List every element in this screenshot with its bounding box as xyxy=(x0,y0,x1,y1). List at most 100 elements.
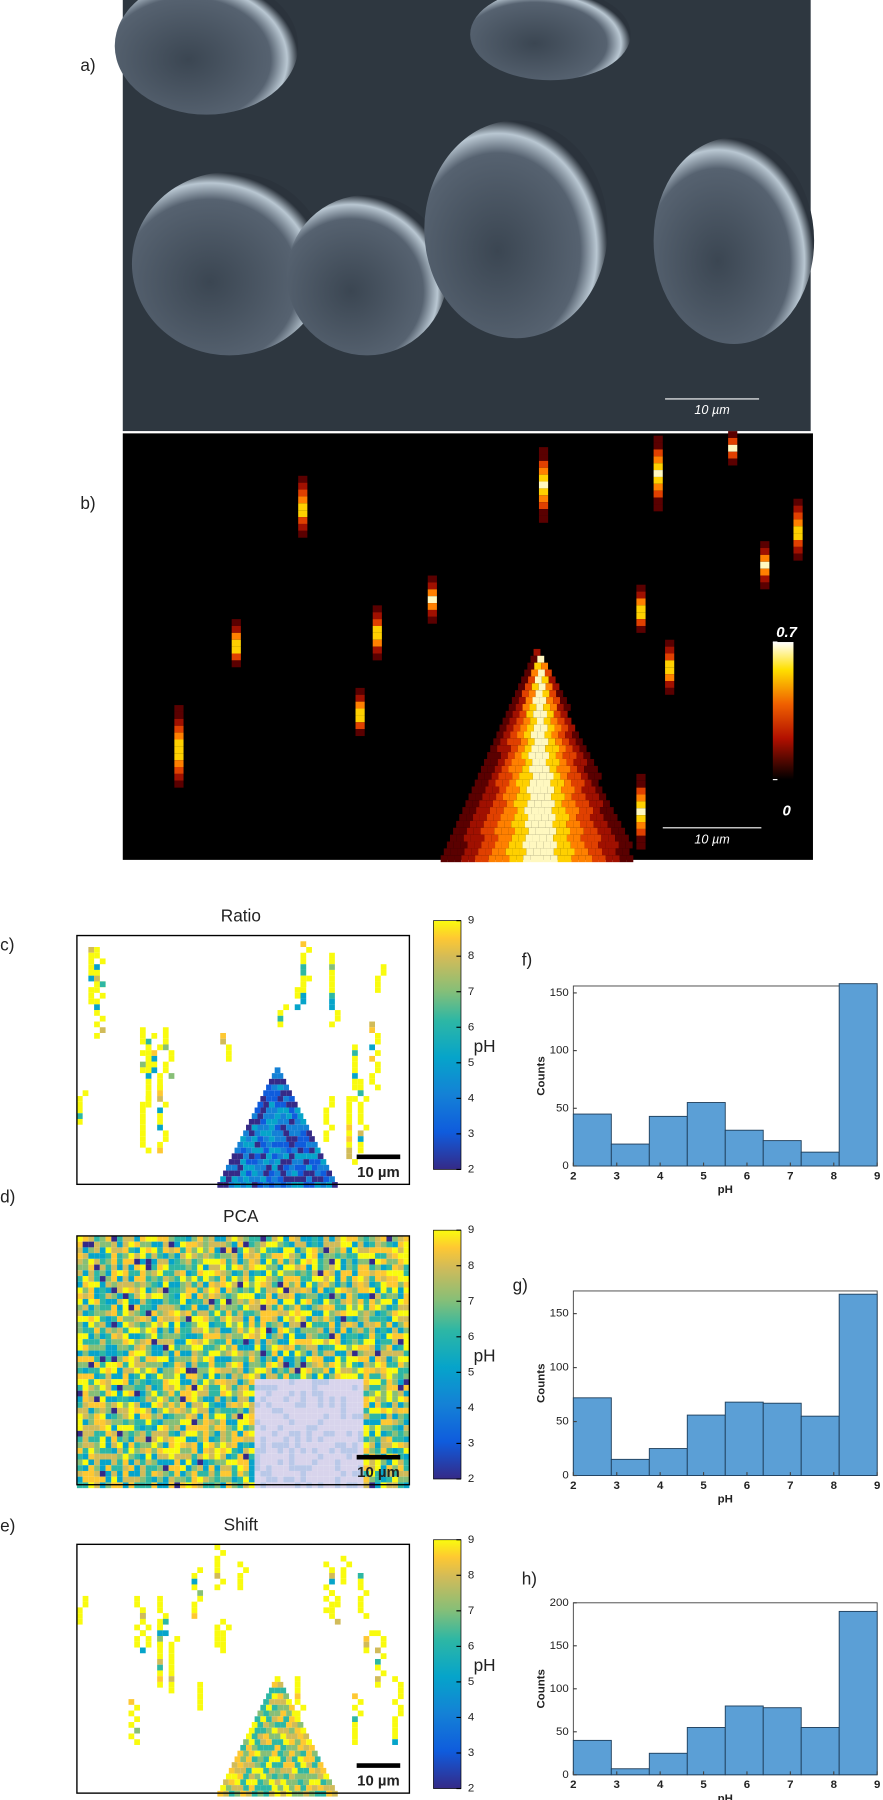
map-pixel xyxy=(186,1356,192,1362)
map-pixel xyxy=(77,1607,83,1613)
map-pixel xyxy=(369,1385,375,1391)
map-pixel xyxy=(341,1454,347,1460)
map-pixel xyxy=(237,1431,243,1437)
map-pixel xyxy=(352,1056,358,1062)
map-pixel xyxy=(341,1374,347,1380)
map-pixel xyxy=(260,1391,266,1397)
map-pixel xyxy=(123,1259,129,1265)
map-pixel xyxy=(335,1016,341,1022)
map-pixel xyxy=(140,1333,146,1339)
map-pixel xyxy=(77,1282,83,1288)
heatmap-pixel xyxy=(654,443,663,450)
map-pixel xyxy=(292,1711,298,1717)
map-pixel xyxy=(197,1471,203,1477)
map-pixel xyxy=(404,1351,410,1357)
map-pixel xyxy=(266,1374,272,1380)
map-pixel xyxy=(346,1419,352,1425)
map-pixel xyxy=(186,1459,192,1465)
map-pixel xyxy=(298,1722,304,1728)
map-pixel xyxy=(341,1276,347,1282)
map-pixel xyxy=(318,1379,324,1385)
map-pixel xyxy=(151,1259,157,1265)
map-pixel xyxy=(280,1125,286,1131)
map-pixel xyxy=(329,1102,335,1108)
map-pixel xyxy=(192,1579,198,1585)
heatmap-pixel xyxy=(543,690,550,697)
map-pixel xyxy=(318,1247,324,1253)
map-pixel xyxy=(111,1328,117,1334)
map-pixel xyxy=(151,1471,157,1477)
map-pixel xyxy=(272,1716,278,1722)
map-pixel xyxy=(286,1734,292,1740)
map-pixel xyxy=(295,1454,301,1460)
y-tick-label: 150 xyxy=(550,987,569,999)
map-pixel xyxy=(151,1345,157,1351)
map-pixel xyxy=(266,1242,272,1248)
map-pixel xyxy=(197,1247,203,1253)
map-pixel xyxy=(272,1762,278,1768)
map-pixel xyxy=(369,1044,375,1050)
map-pixel xyxy=(192,1374,198,1380)
heatmap-pixel xyxy=(654,449,663,456)
heatmap-pixel xyxy=(515,752,522,759)
map-pixel xyxy=(77,1247,83,1253)
map-pixel xyxy=(157,1630,163,1636)
map-pixel xyxy=(123,1310,129,1316)
map-pixel xyxy=(77,1391,83,1397)
panel-label: h) xyxy=(522,1568,537,1588)
map-pixel xyxy=(364,1276,370,1282)
heatmap-pixel xyxy=(574,835,581,842)
map-pixel xyxy=(266,1356,272,1362)
map-pixel xyxy=(226,1471,232,1477)
map-pixel xyxy=(226,1396,232,1402)
map-pixel xyxy=(146,1414,152,1420)
map-pixel xyxy=(283,1471,289,1477)
map-pixel xyxy=(323,1448,329,1454)
map-pixel xyxy=(169,1437,175,1443)
map-pixel xyxy=(352,1431,358,1437)
map-pixel xyxy=(117,1282,123,1288)
map-pixel xyxy=(151,1414,157,1420)
map-pixel xyxy=(232,1310,238,1316)
map-pixel xyxy=(306,1288,312,1294)
map-pixel xyxy=(358,1345,364,1351)
map-pixel xyxy=(266,1253,272,1259)
heatmap-pixel xyxy=(636,808,645,815)
map-pixel xyxy=(386,1270,392,1276)
map-pixel xyxy=(341,1293,347,1299)
map-pixel xyxy=(169,1431,175,1437)
map-pixel xyxy=(243,1739,249,1745)
map-pixel xyxy=(186,1345,192,1351)
map-pixel xyxy=(289,1119,295,1125)
heatmap-pixel xyxy=(524,670,531,677)
map-pixel xyxy=(329,1465,335,1471)
map-pixel xyxy=(151,1356,157,1362)
map-pixel xyxy=(140,1448,146,1454)
heatmap-background xyxy=(123,433,813,859)
map-pixel xyxy=(295,1442,301,1448)
map-pixel xyxy=(300,1259,306,1265)
heatmap-pixel xyxy=(594,835,601,842)
map-pixel xyxy=(169,1396,175,1402)
map-pixel xyxy=(157,1265,163,1271)
map-pixel xyxy=(341,1362,347,1368)
map-pixel xyxy=(300,1142,306,1148)
map-pixel xyxy=(312,1425,318,1431)
map-pixel xyxy=(346,1236,352,1242)
map-pixel xyxy=(169,1322,175,1328)
map-pixel xyxy=(280,1722,286,1728)
map-pixel xyxy=(352,1096,358,1102)
map-pixel xyxy=(358,1391,364,1397)
map-pixel xyxy=(163,1288,169,1294)
map-pixel xyxy=(272,1345,278,1351)
heatmap-pixel xyxy=(793,506,802,513)
map-pixel xyxy=(283,1153,289,1159)
heatmap-pixel xyxy=(524,807,531,814)
heatmap-pixel xyxy=(547,848,554,855)
map-pixel xyxy=(249,1333,255,1339)
map-pixel xyxy=(329,1125,335,1131)
map-pixel xyxy=(249,1396,255,1402)
map-pixel xyxy=(94,1293,100,1299)
map-pixel xyxy=(83,1414,89,1420)
map-pixel xyxy=(323,1459,329,1465)
